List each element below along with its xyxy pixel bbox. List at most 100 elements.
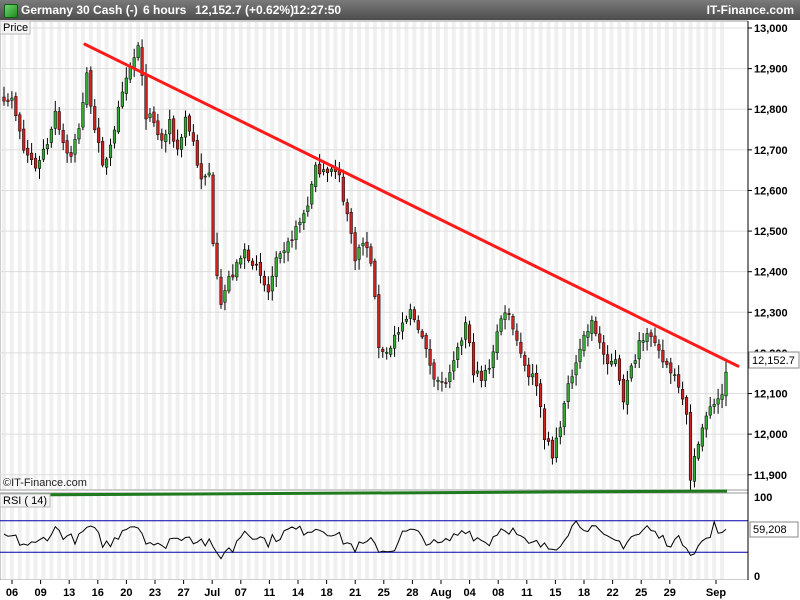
bull-candle-body (491, 351, 495, 368)
bear-candle-body (649, 332, 653, 337)
rsi-stripe (443, 494, 448, 579)
rsi-stripe (120, 494, 125, 579)
price-stripe (601, 22, 606, 489)
bear-candle-body (318, 163, 322, 175)
rsi-stripe (286, 494, 291, 579)
candle (251, 258, 255, 270)
bull-candle-body (712, 404, 716, 407)
bull-candle-body (168, 119, 172, 135)
candle (396, 326, 401, 342)
candle (377, 284, 381, 359)
bear-candle-body (160, 133, 164, 141)
bull-candle-body (294, 226, 298, 241)
price-stripe (420, 22, 425, 489)
rsi-stripe (246, 494, 251, 579)
candle (400, 312, 405, 340)
support-line (1, 489, 728, 497)
bear-candle-body (341, 176, 345, 202)
price-tick-label: 12,700 (754, 145, 788, 157)
candle (53, 100, 57, 136)
bull-candle-body (116, 106, 120, 133)
candle (179, 133, 184, 158)
candle (412, 306, 416, 323)
watermark-text: ©IT-Finance.com (3, 477, 87, 489)
bull-candle-body (610, 361, 614, 365)
candle (582, 330, 586, 357)
bear-candle-body (97, 127, 101, 143)
bear-candle-body (345, 202, 349, 215)
bear-candle-body (365, 241, 369, 249)
price-stripe (483, 22, 488, 489)
rsi-stripe (578, 494, 582, 579)
bear-candle-body (420, 331, 424, 338)
candle (724, 361, 728, 407)
rsi-stripe (404, 494, 409, 579)
rsi-stripe (136, 494, 141, 579)
last-price-tag (748, 351, 800, 369)
bull-candle-body (578, 348, 582, 362)
rsi-stripe (17, 494, 22, 579)
bear-candle-body (349, 212, 353, 234)
price-stripe (388, 22, 393, 489)
candle (2, 86, 6, 106)
price-stripe (159, 22, 164, 489)
rsi-stripe (41, 494, 46, 579)
bull-candle-body (586, 331, 590, 338)
candle (598, 326, 602, 349)
price-stripe (65, 22, 70, 489)
bear-candle-body (546, 438, 551, 442)
price-stripe (2, 22, 6, 489)
rsi-stripe (365, 494, 369, 579)
rsi-stripe (357, 494, 362, 579)
bull-candle-body (625, 380, 629, 405)
date-tick-label: 20 (120, 587, 132, 599)
rsi-stripe (656, 494, 661, 579)
candle (18, 112, 22, 140)
rsi-tick-label: 0 (754, 571, 760, 583)
candle (602, 335, 606, 365)
bull-candle-body (704, 415, 708, 430)
bull-candle-body (286, 241, 290, 253)
price-stripe (325, 22, 330, 489)
candle (235, 259, 239, 281)
candle (152, 106, 156, 127)
rsi-stripe (349, 494, 354, 579)
candle (361, 237, 365, 256)
candle (606, 345, 610, 375)
rsi-stripe (309, 494, 314, 579)
bull-candle-body (483, 369, 487, 381)
date-tick-label: 25 (378, 587, 390, 599)
bull-candle-body (633, 360, 637, 364)
bear-candle-body (377, 294, 381, 348)
rsi-stripe (175, 494, 180, 579)
rsi-stripe (546, 494, 551, 579)
bear-candle-body (191, 132, 195, 142)
candle (41, 139, 46, 162)
rsi-stripe (649, 494, 654, 579)
bull-candle-body (566, 383, 570, 402)
price-stripe (238, 22, 243, 489)
candle (168, 109, 172, 145)
date-tick-label: 09 (34, 587, 46, 599)
candle (535, 364, 539, 396)
bear-candle-body (262, 275, 266, 286)
bear-candle-body (156, 120, 160, 136)
candle (211, 172, 215, 247)
candle (140, 39, 144, 86)
candle (475, 361, 479, 378)
candle (531, 364, 535, 386)
bull-candle-body (53, 110, 57, 129)
candle (195, 134, 199, 168)
price-stripe (428, 22, 433, 489)
bear-candle-body (542, 408, 547, 441)
bull-candle-body (641, 340, 645, 343)
rsi-stripe (159, 494, 164, 579)
rsi-stripe (412, 494, 417, 579)
bull-candle-body (389, 347, 393, 355)
bull-candle-body (120, 91, 124, 107)
bull-candle-body (81, 102, 85, 128)
candle (302, 209, 306, 230)
rsi-stripe (2, 494, 6, 579)
bear-candle-body (669, 362, 673, 374)
